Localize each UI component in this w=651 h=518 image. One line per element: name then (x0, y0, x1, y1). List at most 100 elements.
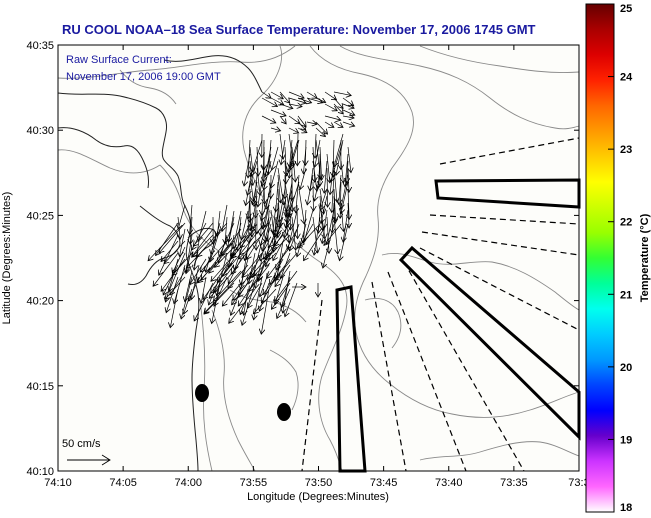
current-vector (244, 222, 256, 260)
current-vector (284, 202, 293, 238)
current-vector (332, 202, 334, 233)
current-vector (288, 97, 306, 103)
current-vector (334, 195, 335, 224)
current-vector (209, 276, 221, 305)
x-tick-label: 73:50 (305, 477, 333, 489)
current-vector (342, 104, 354, 108)
current-vector (278, 174, 280, 203)
current-vector (229, 288, 256, 323)
current-vector (248, 195, 250, 218)
current-vector (315, 139, 321, 167)
current-vector (264, 181, 265, 204)
current-vector (258, 167, 265, 207)
current-vector (271, 160, 279, 188)
x-axis-label: Longitude (Degrees:Minutes) (247, 491, 389, 503)
current-vector (204, 288, 228, 313)
current-vector (285, 282, 298, 317)
current-vector (193, 222, 214, 246)
current-vector (270, 128, 281, 131)
current-vector (201, 276, 207, 303)
current-vector (333, 97, 343, 108)
current-vector (253, 288, 277, 314)
current-vector (185, 270, 193, 302)
current-vector (333, 103, 343, 114)
current-vector (261, 91, 271, 98)
current-vector (327, 153, 330, 183)
current-vector (222, 204, 228, 231)
current-vector (277, 288, 291, 318)
current-vector (261, 115, 276, 123)
current-vector (234, 228, 249, 270)
current-vector (209, 240, 235, 273)
y-axis-label: Latitude (Degrees:Minutes) (1, 192, 13, 325)
current-vector (170, 288, 179, 328)
current-vector (289, 139, 292, 168)
current-vector (281, 252, 291, 279)
current-vector (178, 204, 186, 229)
current-vector (246, 181, 251, 205)
colorbar-tick-label: 24 (620, 72, 633, 84)
current-vector (233, 210, 242, 249)
current-vector (333, 121, 343, 127)
current-vector (333, 216, 338, 254)
current-vector (228, 258, 242, 283)
current-vector (275, 276, 284, 305)
buoy-marker (277, 403, 291, 421)
current-vector (262, 188, 264, 215)
current-vector (248, 216, 249, 243)
current-vector (252, 181, 258, 205)
current-vector (271, 282, 291, 309)
x-tick-label: 73:35 (500, 477, 528, 489)
x-tick-label: 74:10 (44, 477, 72, 489)
x-tick-label: 73:40 (435, 477, 463, 489)
current-vector (341, 160, 343, 183)
y-tick-label: 40:30 (26, 125, 54, 137)
current-vector (297, 204, 298, 239)
current-vector (232, 282, 249, 305)
colorbar-label: Temperature (°C) (639, 213, 651, 302)
current-vector (306, 122, 317, 124)
current-vector (327, 209, 335, 244)
current-vector (260, 216, 270, 246)
current-vector (233, 264, 256, 300)
current-vector (228, 264, 249, 288)
current-vector (286, 188, 293, 212)
current-vector (289, 153, 292, 178)
current-vector (322, 209, 328, 243)
colorbar-tick-label: 21 (620, 289, 632, 301)
current-vector (251, 195, 258, 230)
current-vector (190, 216, 192, 244)
current-vector (314, 174, 321, 201)
current-vector (274, 252, 298, 281)
current-vector (307, 174, 314, 205)
current-vector (306, 91, 317, 98)
current-vector (304, 223, 328, 261)
current-vector (259, 282, 270, 311)
current-vector (192, 234, 214, 257)
current-vector (333, 92, 351, 95)
current-vector (270, 258, 284, 284)
current-vector (163, 264, 179, 295)
current-vector (254, 252, 277, 276)
current-vector (261, 97, 277, 107)
current-vector (266, 181, 272, 209)
current-vector (297, 223, 307, 257)
current-vector (297, 133, 298, 166)
current-vector (240, 276, 256, 315)
current-vector (285, 160, 286, 184)
current-vector (153, 252, 179, 286)
current-vector (244, 288, 249, 315)
current-vector (303, 146, 306, 174)
x-axis: 74:10 74:05 74:00 73:55 73:50 73:45 73:40 73:35… (44, 45, 590, 489)
colorbar-tick-label: 19 (620, 434, 632, 446)
surface-current-vectors (148, 92, 355, 334)
current-vector (270, 97, 284, 105)
current-vector (262, 153, 272, 186)
current-vector (298, 188, 304, 224)
current-vector (174, 264, 186, 304)
x-tick-label: 74:00 (174, 477, 202, 489)
y-tick-label: 40:10 (26, 466, 54, 478)
current-vector (159, 222, 186, 253)
current-vector (324, 121, 334, 127)
current-vector (334, 133, 344, 167)
